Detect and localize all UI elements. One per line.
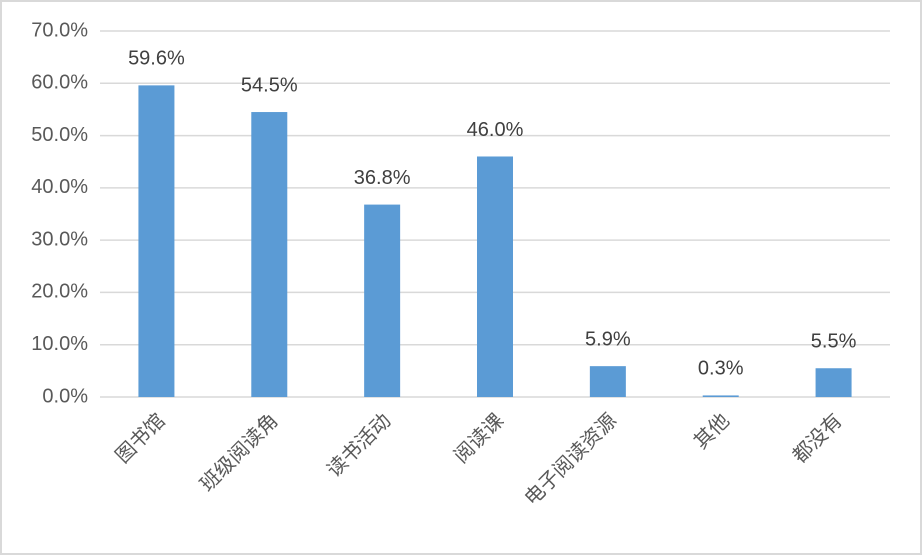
y-tick-label: 40.0%: [31, 176, 88, 198]
value-label: 0.3%: [698, 358, 744, 380]
y-tick-label: 70.0%: [31, 19, 88, 41]
value-label: 5.5%: [811, 331, 857, 353]
bar: [364, 204, 401, 397]
bar: [477, 156, 513, 397]
y-tick-label: 30.0%: [31, 228, 88, 250]
value-label: 46.0%: [467, 119, 524, 141]
bar: [815, 368, 852, 397]
value-label: 59.6%: [128, 48, 185, 70]
value-label: 54.5%: [241, 74, 298, 96]
bar: [138, 85, 175, 398]
y-tick-label: 0.0%: [42, 385, 88, 407]
y-tick-label: 50.0%: [31, 124, 88, 146]
bar: [251, 112, 288, 398]
bar: [589, 366, 626, 397]
y-tick-label: 10.0%: [31, 333, 88, 355]
y-tick-label: 20.0%: [31, 281, 88, 303]
value-label: 36.8%: [354, 167, 411, 189]
y-tick-label: 60.0%: [31, 72, 88, 94]
value-label: 5.9%: [585, 328, 631, 350]
bar: [702, 395, 739, 397]
